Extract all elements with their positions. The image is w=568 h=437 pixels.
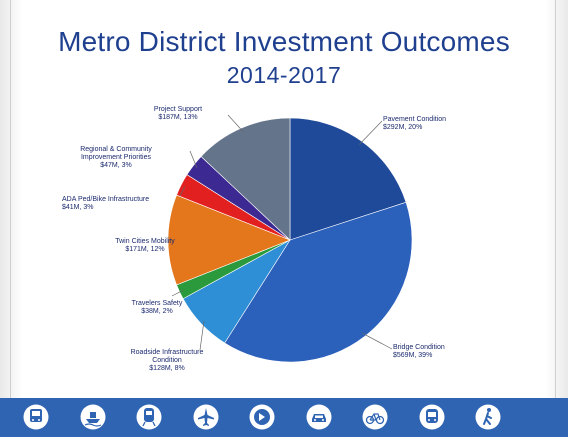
slice-label-line: Pavement Condition <box>383 116 447 123</box>
slice-label-line: $47M, 3% <box>100 162 132 169</box>
ship-icon <box>79 403 107 431</box>
car-icon <box>305 403 333 431</box>
slice-label-line: ADA Ped/Bike Infrastructure <box>62 196 150 203</box>
slice-label-line: Condition <box>152 357 182 364</box>
bicycle-icon <box>361 403 389 431</box>
slice-label-line: $38M, 2% <box>141 308 173 315</box>
slide-border <box>10 0 556 437</box>
pie-slice-twin-cities-mobility <box>167 194 291 286</box>
slice-label-ada-ped-bike-infrastructure: ADA Ped/Bike Infrastructure $41M, 3% <box>62 196 149 212</box>
mndot-logo-icon <box>248 403 276 431</box>
chart-subtitle: 2014-2017 <box>226 62 342 88</box>
leader-line <box>362 332 393 350</box>
leader-line <box>359 120 383 145</box>
slice-label-line: Project Support <box>153 106 203 113</box>
slice-label-line: $171M, 12% <box>125 246 165 253</box>
walking-icon <box>474 403 502 431</box>
slice-label-line: Improvement Priorities <box>80 154 152 161</box>
leader-line <box>179 186 186 197</box>
leader-line <box>199 320 205 351</box>
slice-label-regional-community-improvement-priorities: Regional & Community Improvement Prioriti… <box>57 146 175 170</box>
airplane-icon <box>192 403 220 431</box>
slice-label-bridge-condition: Bridge Condition $569M, 39% <box>393 344 445 360</box>
slice-label-line: Travelers Safety <box>131 300 183 307</box>
bus-front-icon <box>418 403 446 431</box>
slice-label-project-support: Project Support $187M, 13% <box>128 106 228 122</box>
pie-slice-bridge-condition <box>224 201 413 363</box>
pie-slice-pavement-condition <box>289 117 407 241</box>
slice-label-roadside-infrastructure-condition: Roadside Infrastructure Condition $128M, 8… <box>102 349 232 373</box>
slice-label-line: Bridge Condition <box>393 344 445 351</box>
slice-label-pavement-condition: Pavement Condition $292M, 20% <box>383 116 446 132</box>
leader-line <box>171 289 184 297</box>
leader-line <box>189 150 198 168</box>
slice-label-line: $569M, 39% <box>393 352 433 359</box>
slice-label-twin-cities-mobility: Twin Cities Mobility $171M, 12% <box>80 238 210 254</box>
slice-label-line: Twin Cities Mobility <box>115 238 175 245</box>
slice-label-line: $41M, 3% <box>62 204 94 211</box>
slice-label-line: $292M, 20% <box>383 124 423 131</box>
bus-icon <box>22 403 50 431</box>
slice-label-travelers-safety: Travelers Safety $38M, 2% <box>102 300 212 316</box>
slice-label-line: $128M, 8% <box>149 365 185 372</box>
leader-line <box>227 114 244 132</box>
chart-title: Metro District Investment Outcomes <box>58 26 510 57</box>
slice-label-line: $187M, 13% <box>158 114 198 121</box>
pie-slice-project-support <box>200 117 291 241</box>
train-icon <box>135 403 163 431</box>
slice-label-line: Roadside Infrastructure <box>130 349 204 356</box>
slice-label-line: Regional & Community <box>80 146 152 153</box>
